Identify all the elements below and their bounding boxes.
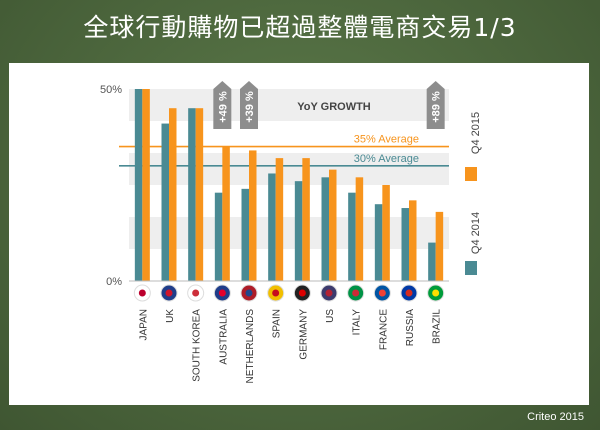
- bar-q4-2015: [382, 185, 390, 281]
- flag-center: [165, 289, 173, 297]
- growth-callout-label: +49 %: [217, 91, 229, 123]
- bar-q4-2014: [188, 108, 196, 281]
- bar-q4-2015: [435, 211, 444, 281]
- x-tick-label: SOUTH KOREA: [192, 309, 203, 382]
- bar-q4-2014: [321, 177, 329, 281]
- bar-q4-2015: [275, 158, 284, 281]
- legend-swatch: [465, 167, 477, 181]
- reference-line-label: 30% Average: [354, 153, 419, 165]
- bar-q4-2014: [374, 204, 383, 281]
- x-tick-label: RUSSIA: [405, 309, 416, 347]
- grid-band: [129, 217, 449, 249]
- bar-q4-2014: [214, 192, 223, 281]
- bar-q4-2014: [134, 89, 143, 281]
- bar-chart: 35% Average 30% Average 0% 50% JAPAN UK SOUT…: [100, 81, 482, 384]
- flag-icon: [347, 284, 365, 302]
- flag-center: [432, 289, 440, 297]
- bar-q4-2015: [195, 108, 204, 281]
- legend-item: Q4 2015: [465, 112, 482, 181]
- page-title: 全球行動購物已超過整體電商交易1/3: [83, 13, 517, 42]
- x-tick-label: NETHERLANDS: [245, 309, 256, 384]
- growth-callout-label: +39 %: [244, 91, 256, 123]
- bar-q4-2015: [409, 200, 417, 281]
- growth-callout-label: +89 %: [431, 91, 443, 123]
- y-tick-label: 0%: [106, 276, 122, 288]
- bar-q4-2014: [241, 188, 249, 281]
- flag-icon: [320, 284, 338, 302]
- flag-center: [245, 289, 253, 297]
- flag-icon: [240, 284, 258, 302]
- x-tick-label: UK: [165, 309, 176, 323]
- growth-callout: +89 %: [426, 81, 445, 129]
- bar-q4-2014: [348, 192, 356, 281]
- flag-icon: [373, 284, 391, 302]
- flag-icon: [293, 284, 311, 302]
- y-tick-label: 50%: [100, 84, 122, 96]
- flag-center: [272, 289, 280, 297]
- bar-q4-2014: [428, 242, 436, 281]
- bar-q4-2014: [294, 181, 303, 281]
- grid-band: [129, 89, 449, 121]
- legend-label: Q4 2015: [470, 112, 482, 154]
- bar-q4-2014: [161, 123, 169, 281]
- x-tick-label: GERMANY: [298, 309, 309, 360]
- flag-center: [138, 289, 146, 297]
- x-tick-label: AUSTRALIA: [218, 309, 229, 365]
- x-tick-label: ITALY: [352, 309, 363, 336]
- flag-center: [378, 289, 386, 297]
- bar-q4-2015: [329, 169, 337, 281]
- growth-arrow-shape: [426, 81, 445, 129]
- x-tick-label: SPAIN: [272, 309, 283, 338]
- growth-arrow-shape: [213, 81, 232, 129]
- bar-q4-2015: [169, 108, 177, 281]
- bar-q4-2015: [302, 158, 310, 281]
- growth-callout: +39 %: [240, 81, 258, 129]
- bar-q4-2015: [142, 89, 150, 281]
- growth-callout: +49 %: [213, 81, 232, 129]
- flag-icon: [427, 284, 445, 302]
- grid-band: [129, 153, 449, 185]
- bar-q4-2015: [222, 146, 230, 281]
- x-tick-label: JAPAN: [138, 309, 149, 341]
- bar-q4-2014: [401, 208, 409, 281]
- flag-center: [298, 289, 306, 297]
- flag-center: [218, 289, 226, 297]
- flag-icon: [267, 284, 285, 302]
- chart-panel: 35% Average 30% Average 0% 50% JAPAN UK SOUT…: [9, 63, 589, 405]
- reference-line-label: 35% Average: [354, 134, 419, 146]
- flag-icon: [133, 284, 151, 302]
- bar-q4-2015: [355, 177, 364, 281]
- legend-item: Q4 2014: [465, 212, 482, 275]
- flag-center: [352, 289, 360, 297]
- flag-icon: [213, 284, 231, 302]
- x-tick-label: BRAZIL: [432, 309, 443, 344]
- legend-swatch: [465, 261, 477, 275]
- source-credit: Criteo 2015: [527, 411, 584, 423]
- bar-q4-2014: [268, 173, 276, 281]
- x-tick-label: US: [325, 309, 336, 323]
- flag-center: [192, 289, 200, 297]
- x-tick-label: FRANCE: [378, 309, 389, 350]
- legend-label: Q4 2014: [470, 212, 482, 254]
- growth-arrow-shape: [240, 81, 258, 129]
- flag-center: [325, 289, 333, 297]
- bar-q4-2015: [249, 150, 257, 281]
- flag-icon: [400, 284, 418, 302]
- flag-icon: [160, 284, 178, 302]
- flag-center: [405, 289, 413, 297]
- annotation-header: YoY GROWTH: [297, 101, 371, 113]
- flag-icon: [187, 284, 205, 302]
